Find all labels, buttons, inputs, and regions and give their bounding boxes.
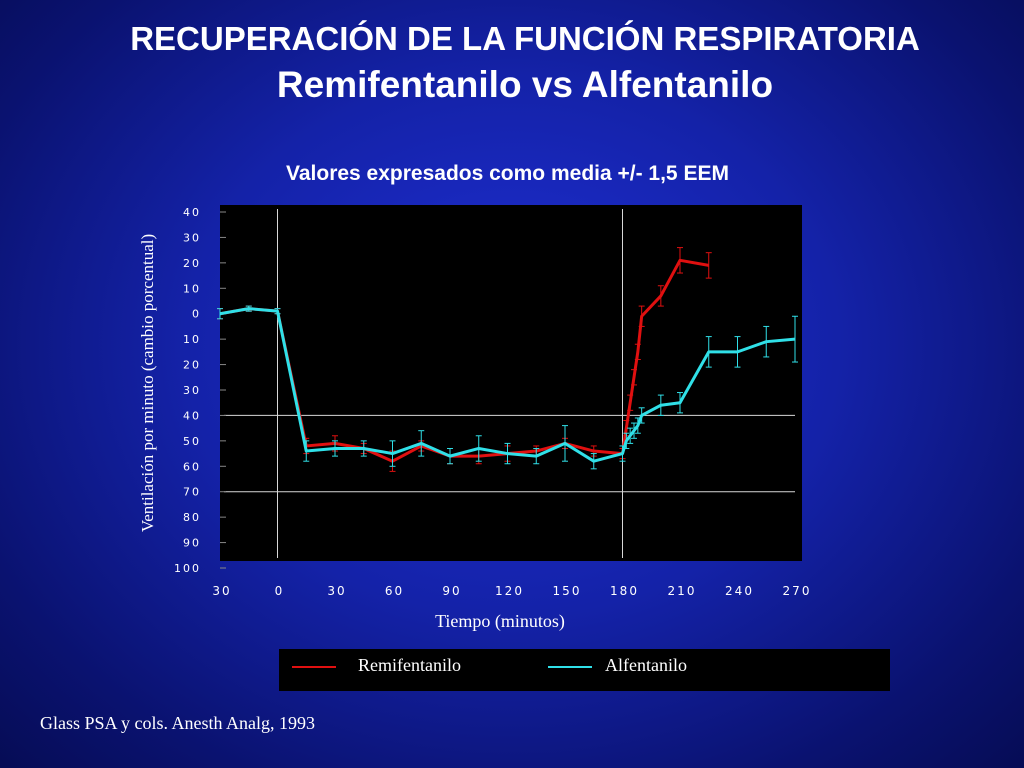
slide-title: RECUPERACIÓN DE LA FUNCIÓN RESPIRATORIA — [130, 20, 920, 57]
y-tick-label: 30 — [183, 384, 201, 397]
y-tick-label: 20 — [183, 257, 201, 270]
legend-label-alfentanilo: Alfentanilo — [605, 655, 687, 675]
y-tick-label: 10 — [183, 282, 201, 295]
x-tick-label: 90 — [442, 584, 461, 598]
x-tick-label: 120 — [495, 584, 524, 598]
y-tick-label: 70 — [183, 486, 201, 499]
y-tick-label: 60 — [183, 460, 201, 473]
plot-area — [220, 205, 802, 561]
x-tick-label: 60 — [385, 584, 404, 598]
x-tick-label: 180 — [610, 584, 639, 598]
slide-subtitle: Remifentanilo vs Alfentanilo — [276, 64, 774, 105]
legend-swatch-remifentanilo — [292, 666, 336, 668]
y-tick-label: 10 — [183, 333, 201, 346]
citation: Glass PSA y cols. Anesth Analg, 1993 — [40, 713, 316, 733]
series-line-alfentanilo — [219, 307, 796, 463]
x-tick-label: 270 — [783, 584, 812, 598]
series-group — [217, 247, 798, 472]
legend-label-remifentanilo: Remifentanilo — [358, 655, 461, 675]
chart-title: Valores expresados como media +/- 1,5 EE… — [286, 162, 729, 185]
x-tick-label: 30 — [212, 584, 231, 598]
x-tick-label: 150 — [553, 584, 582, 598]
y-tick-label: 40 — [183, 206, 201, 219]
x-tick-label: 30 — [327, 584, 346, 598]
y-tick-label: 0 — [192, 308, 201, 321]
y-tick-label: 40 — [183, 409, 201, 422]
x-tick-label: 0 — [275, 584, 285, 598]
x-tick-label: 210 — [668, 584, 697, 598]
y-tick-label: 100 — [174, 562, 201, 575]
x-tick-label: 240 — [725, 584, 754, 598]
reference-lines — [224, 209, 795, 558]
series-alfentanilo — [217, 305, 798, 470]
y-tick-label: 50 — [183, 435, 201, 448]
y-tick-label: 80 — [183, 511, 201, 524]
x-axis-ticks: 30 0 30 60 90 120 150 180 210 240 270 — [212, 584, 812, 598]
y-tick-label: 90 — [183, 537, 201, 550]
y-tick-label: 20 — [183, 359, 201, 372]
y-tick-label: 30 — [183, 231, 201, 244]
legend: Remifentanilo Alfentanilo — [279, 649, 890, 691]
x-axis-label: Tiempo (minutos) — [435, 611, 565, 631]
legend-swatch-alfentanilo — [548, 666, 592, 668]
